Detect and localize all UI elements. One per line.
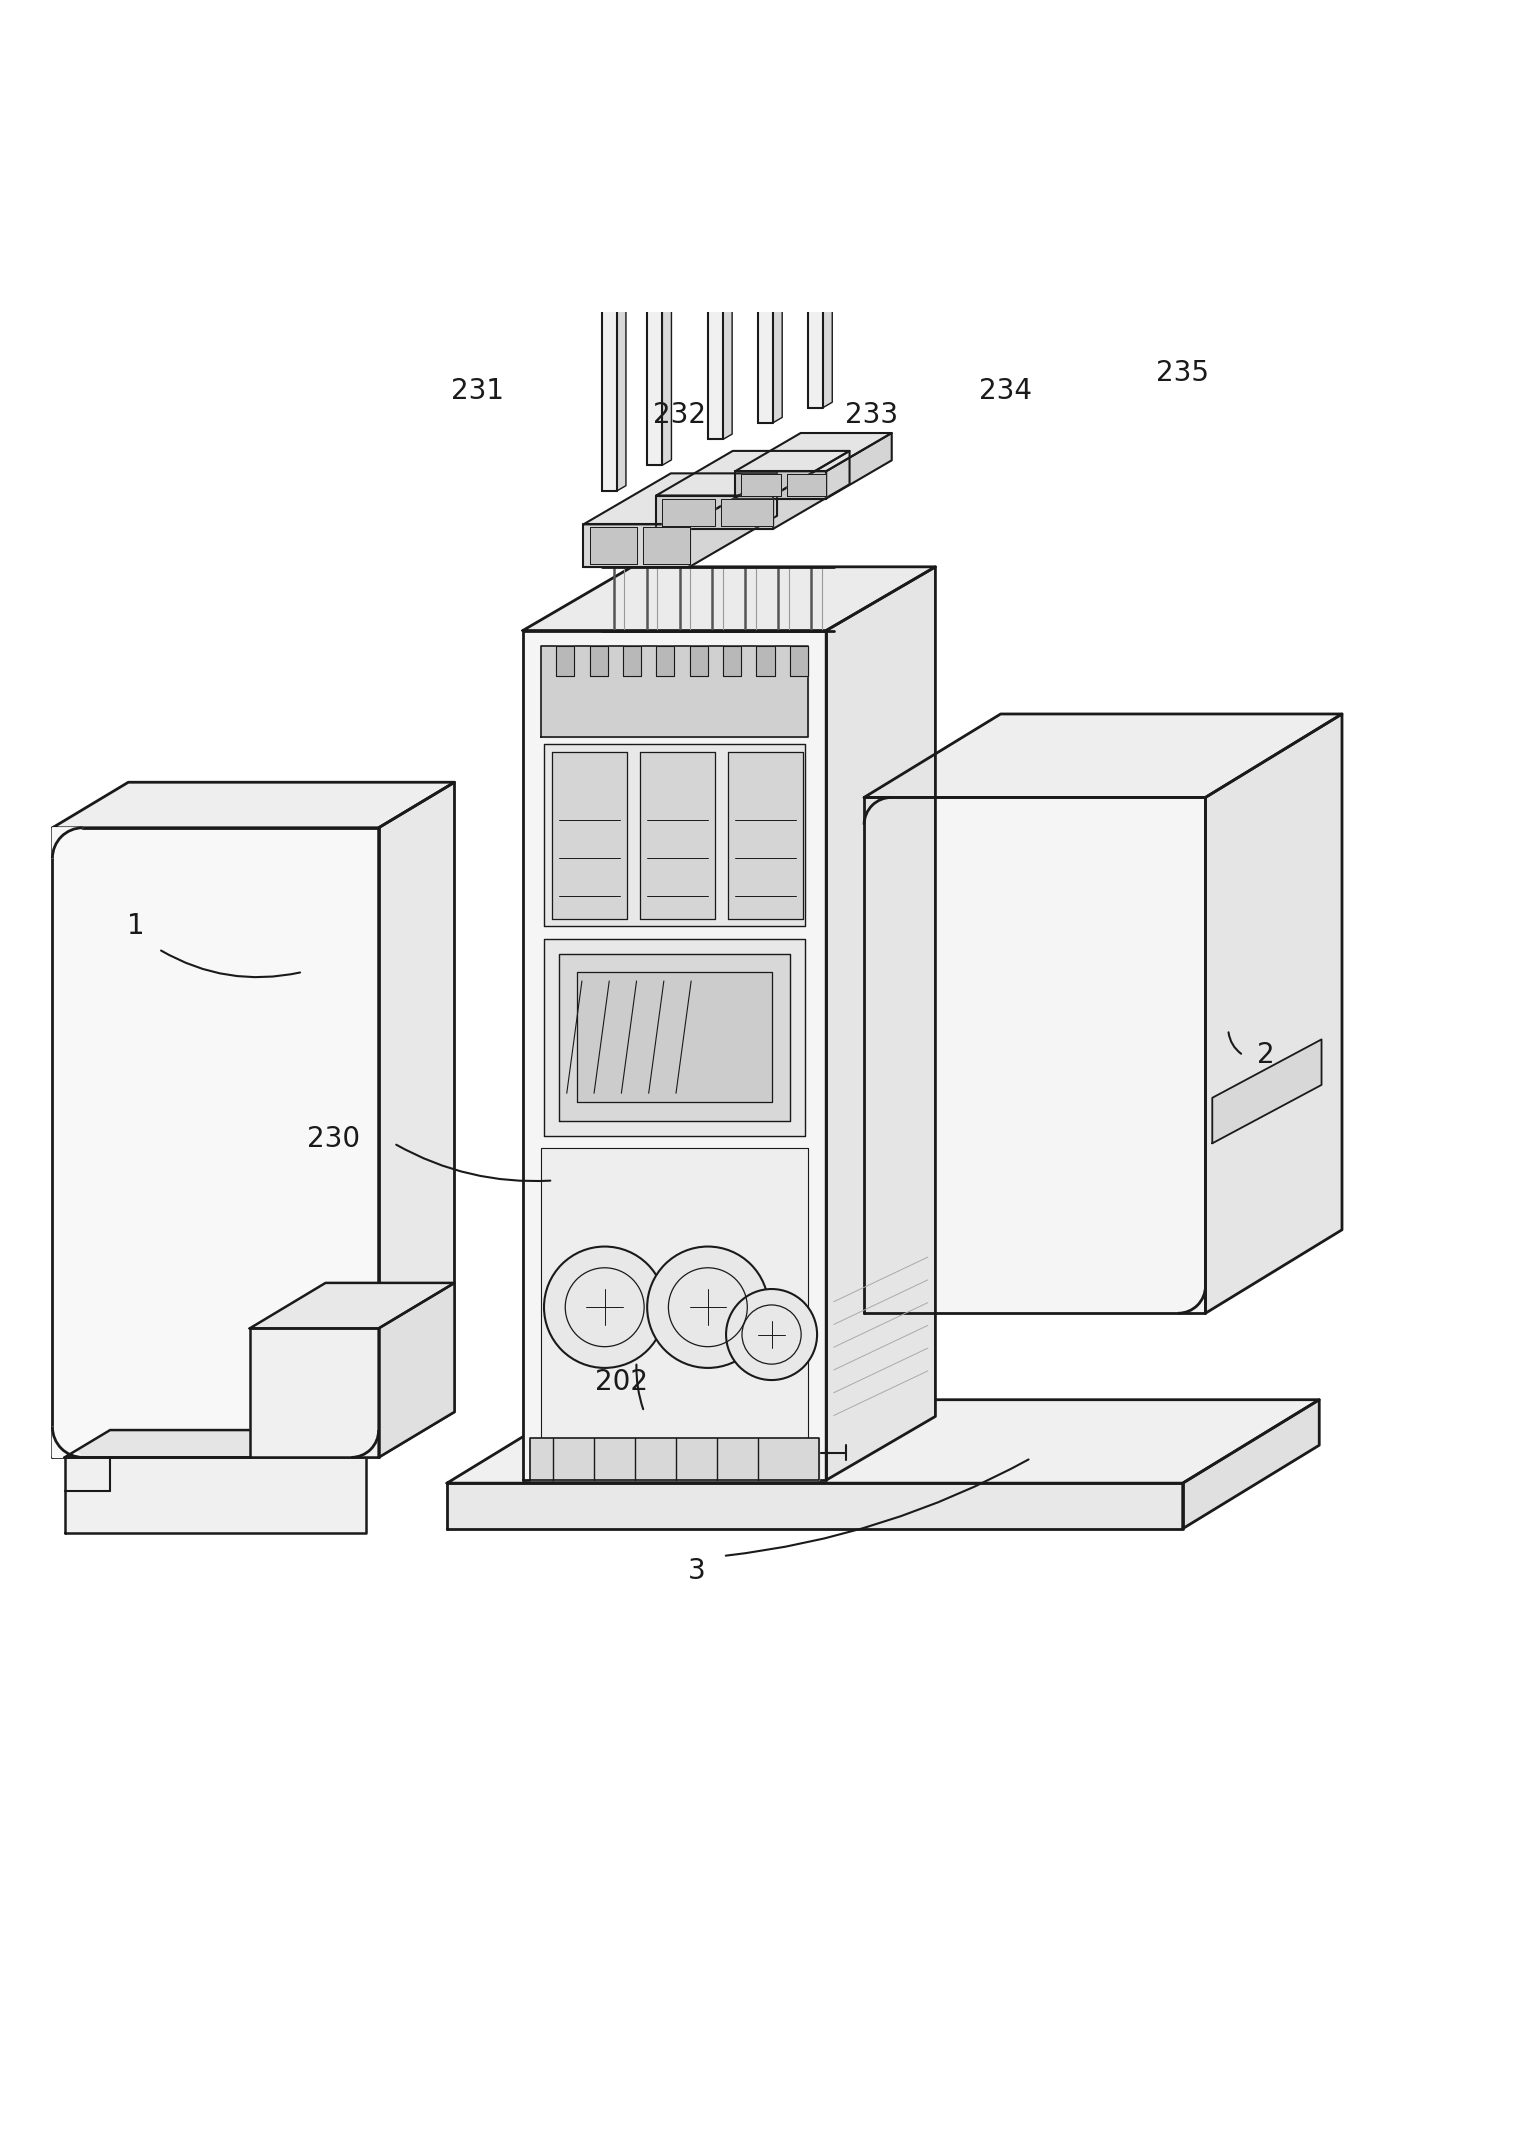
Polygon shape [707, 113, 723, 439]
Polygon shape [756, 647, 775, 677]
Polygon shape [589, 527, 637, 563]
Polygon shape [577, 972, 772, 1103]
Polygon shape [617, 92, 626, 490]
Polygon shape [640, 751, 715, 918]
Polygon shape [790, 647, 808, 677]
Polygon shape [64, 1458, 366, 1533]
Polygon shape [689, 647, 707, 677]
Polygon shape [378, 1282, 455, 1458]
Polygon shape [378, 781, 455, 1458]
Polygon shape [602, 96, 617, 490]
Polygon shape [827, 432, 891, 499]
Polygon shape [663, 96, 672, 465]
Text: 2: 2 [1257, 1041, 1275, 1068]
Polygon shape [540, 1148, 808, 1454]
Polygon shape [602, 64, 626, 96]
Polygon shape [544, 938, 805, 1135]
Polygon shape [663, 499, 715, 527]
Polygon shape [824, 137, 833, 407]
Polygon shape [643, 527, 689, 563]
Polygon shape [758, 126, 773, 422]
Polygon shape [522, 632, 827, 1479]
Polygon shape [787, 475, 827, 495]
Polygon shape [540, 647, 808, 737]
Text: 235: 235 [1156, 360, 1209, 388]
Text: 231: 231 [450, 377, 504, 405]
Polygon shape [64, 1430, 412, 1458]
Text: 202: 202 [596, 1368, 648, 1396]
Polygon shape [623, 647, 641, 677]
Polygon shape [559, 953, 790, 1120]
Polygon shape [657, 495, 773, 529]
Polygon shape [544, 745, 805, 927]
Polygon shape [727, 751, 804, 918]
Polygon shape [530, 1437, 819, 1479]
Polygon shape [522, 567, 935, 632]
Polygon shape [827, 567, 935, 1479]
Text: 1: 1 [127, 912, 145, 940]
Polygon shape [741, 475, 781, 495]
Polygon shape [648, 69, 672, 101]
Polygon shape [583, 473, 778, 525]
Polygon shape [863, 796, 1205, 1312]
Circle shape [544, 1246, 666, 1368]
Polygon shape [250, 1327, 378, 1458]
Polygon shape [758, 94, 782, 126]
Polygon shape [1213, 1038, 1321, 1143]
Polygon shape [808, 141, 824, 407]
Circle shape [726, 1289, 818, 1381]
Polygon shape [863, 713, 1343, 796]
Polygon shape [52, 1428, 83, 1458]
Polygon shape [721, 499, 773, 527]
Polygon shape [657, 647, 675, 677]
Polygon shape [52, 781, 455, 829]
Polygon shape [773, 122, 782, 422]
Text: 233: 233 [845, 400, 899, 428]
Polygon shape [589, 647, 608, 677]
Polygon shape [735, 471, 827, 499]
Polygon shape [1183, 1400, 1320, 1529]
Polygon shape [723, 647, 741, 677]
Polygon shape [723, 107, 732, 439]
Polygon shape [52, 829, 378, 1458]
Polygon shape [808, 109, 833, 141]
Polygon shape [657, 452, 850, 495]
Text: 232: 232 [652, 400, 706, 428]
Text: 3: 3 [689, 1557, 706, 1584]
Polygon shape [447, 1484, 1183, 1529]
Text: 230: 230 [306, 1124, 360, 1152]
Polygon shape [583, 525, 689, 567]
Polygon shape [52, 829, 83, 859]
Polygon shape [447, 1400, 1320, 1484]
Polygon shape [250, 1282, 455, 1327]
Circle shape [648, 1246, 769, 1368]
Polygon shape [689, 473, 778, 567]
Polygon shape [648, 101, 663, 465]
Polygon shape [551, 751, 628, 918]
Text: 234: 234 [978, 377, 1032, 405]
Polygon shape [735, 432, 891, 471]
Polygon shape [707, 81, 732, 113]
Polygon shape [773, 452, 850, 529]
Polygon shape [1205, 713, 1343, 1312]
Polygon shape [556, 647, 574, 677]
